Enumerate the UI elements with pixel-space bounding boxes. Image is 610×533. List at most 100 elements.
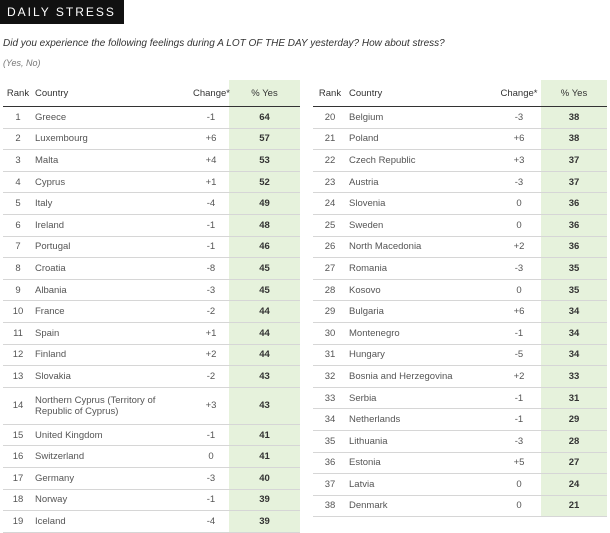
- pct-yes-cell: 44: [229, 322, 300, 345]
- table-row: 15 United Kingdom -1 41: [3, 424, 300, 447]
- rank-cell: 9: [3, 279, 33, 302]
- table-row: 12 Finland +2 44: [3, 344, 300, 367]
- rank-cell: 28: [313, 279, 347, 302]
- rank-cell: 31: [313, 344, 347, 367]
- table-row: 31 Hungary -5 34: [313, 344, 607, 367]
- pct-yes-cell: 53: [229, 149, 300, 172]
- table-row: 30 Montenegro -1 34: [313, 322, 607, 345]
- rank-cell: 37: [313, 473, 347, 496]
- change-cell: +6: [497, 128, 541, 151]
- table-row: 2 Luxembourg +6 57: [3, 128, 300, 151]
- country-cell: United Kingdom: [33, 424, 193, 447]
- country-cell: Ireland: [33, 214, 193, 237]
- rank-header: Rank: [3, 80, 33, 107]
- pct-yes-cell: 39: [229, 510, 300, 533]
- country-cell: Bulgaria: [347, 300, 497, 323]
- change-cell: +3: [497, 149, 541, 172]
- pct-yes-cell: 38: [541, 106, 607, 129]
- pct-yes-cell: 45: [229, 257, 300, 280]
- table-row: 17 Germany -3 40: [3, 467, 300, 490]
- table-row: 27 Romania -3 35: [313, 257, 607, 280]
- pct-yes-cell: 44: [229, 300, 300, 323]
- table-row: 3 Malta +4 53: [3, 149, 300, 172]
- change-cell: -3: [193, 467, 229, 490]
- country-cell: Switzerland: [33, 445, 193, 468]
- change-cell: +1: [193, 322, 229, 345]
- table-row: 7 Portugal -1 46: [3, 236, 300, 259]
- rank-cell: 13: [3, 365, 33, 388]
- country-cell: Slovenia: [347, 192, 497, 215]
- change-cell: +1: [193, 171, 229, 194]
- rank-cell: 10: [3, 300, 33, 323]
- pct-yes-cell: 36: [541, 192, 607, 215]
- change-cell: -1: [497, 322, 541, 345]
- rank-cell: 32: [313, 365, 347, 388]
- rank-cell: 38: [313, 495, 347, 518]
- change-cell: -3: [497, 106, 541, 129]
- country-cell: Finland: [33, 344, 193, 367]
- country-cell: Slovakia: [33, 365, 193, 388]
- table-header-row: Rank Country Change* % Yes: [3, 80, 300, 107]
- table-row: 9 Albania -3 45: [3, 279, 300, 302]
- change-cell: -1: [193, 489, 229, 512]
- table-row: 22 Czech Republic +3 37: [313, 149, 607, 172]
- country-cell: Poland: [347, 128, 497, 151]
- pct-yes-cell: 39: [229, 489, 300, 512]
- change-cell: +2: [497, 236, 541, 259]
- country-cell: Netherlands: [347, 408, 497, 431]
- table-row: 20 Belgium -3 38: [313, 106, 607, 129]
- pct-yes-cell: 34: [541, 300, 607, 323]
- change-cell: +2: [497, 365, 541, 388]
- pct-yes-cell: 43: [229, 387, 300, 425]
- table-row: 19 Iceland -4 39: [3, 510, 300, 533]
- change-cell: -2: [193, 365, 229, 388]
- pct-yes-cell: 37: [541, 171, 607, 194]
- table-row: 23 Austria -3 37: [313, 171, 607, 194]
- change-cell: -3: [193, 279, 229, 302]
- table-row: 32 Bosnia and Herzegovina +2 33: [313, 365, 607, 388]
- change-cell: -4: [193, 192, 229, 215]
- table-row: 5 Italy -4 49: [3, 192, 300, 215]
- table-header-row: Rank Country Change* % Yes: [313, 80, 607, 107]
- table-row: 36 Estonia +5 27: [313, 452, 607, 475]
- country-cell: Italy: [33, 192, 193, 215]
- change-cell: -2: [193, 300, 229, 323]
- change-cell: -1: [497, 408, 541, 431]
- change-cell: -1: [193, 214, 229, 237]
- table-row: 13 Slovakia -2 43: [3, 365, 300, 388]
- rank-cell: 6: [3, 214, 33, 237]
- country-header: Country: [33, 80, 193, 107]
- table-row: 21 Poland +6 38: [313, 128, 607, 151]
- pct-yes-cell: 29: [541, 408, 607, 431]
- country-cell: Portugal: [33, 236, 193, 259]
- rank-cell: 23: [313, 171, 347, 194]
- change-cell: -1: [193, 236, 229, 259]
- change-cell: -1: [497, 387, 541, 410]
- pct-yes-cell: 46: [229, 236, 300, 259]
- table-row: 8 Croatia -8 45: [3, 257, 300, 280]
- pct-yes-cell: 31: [541, 387, 607, 410]
- table-row: 26 North Macedonia +2 36: [313, 236, 607, 259]
- pct-yes-cell: 64: [229, 106, 300, 129]
- rank-cell: 17: [3, 467, 33, 490]
- country-cell: Albania: [33, 279, 193, 302]
- country-cell: North Macedonia: [347, 236, 497, 259]
- change-cell: -5: [497, 344, 541, 367]
- table-row: 4 Cyprus +1 52: [3, 171, 300, 194]
- change-cell: -3: [497, 171, 541, 194]
- country-cell: Germany: [33, 467, 193, 490]
- country-cell: France: [33, 300, 193, 323]
- rank-cell: 30: [313, 322, 347, 345]
- pct-yes-cell: 37: [541, 149, 607, 172]
- table-row: 34 Netherlands -1 29: [313, 408, 607, 431]
- rank-cell: 16: [3, 445, 33, 468]
- country-cell: Greece: [33, 106, 193, 129]
- country-cell: Lithuania: [347, 430, 497, 453]
- country-cell: Belgium: [347, 106, 497, 129]
- change-cell: -3: [497, 257, 541, 280]
- rank-header: Rank: [313, 80, 347, 107]
- pct-yes-cell: 44: [229, 344, 300, 367]
- country-cell: Malta: [33, 149, 193, 172]
- pct-yes-cell: 48: [229, 214, 300, 237]
- pct-yes-cell: 43: [229, 365, 300, 388]
